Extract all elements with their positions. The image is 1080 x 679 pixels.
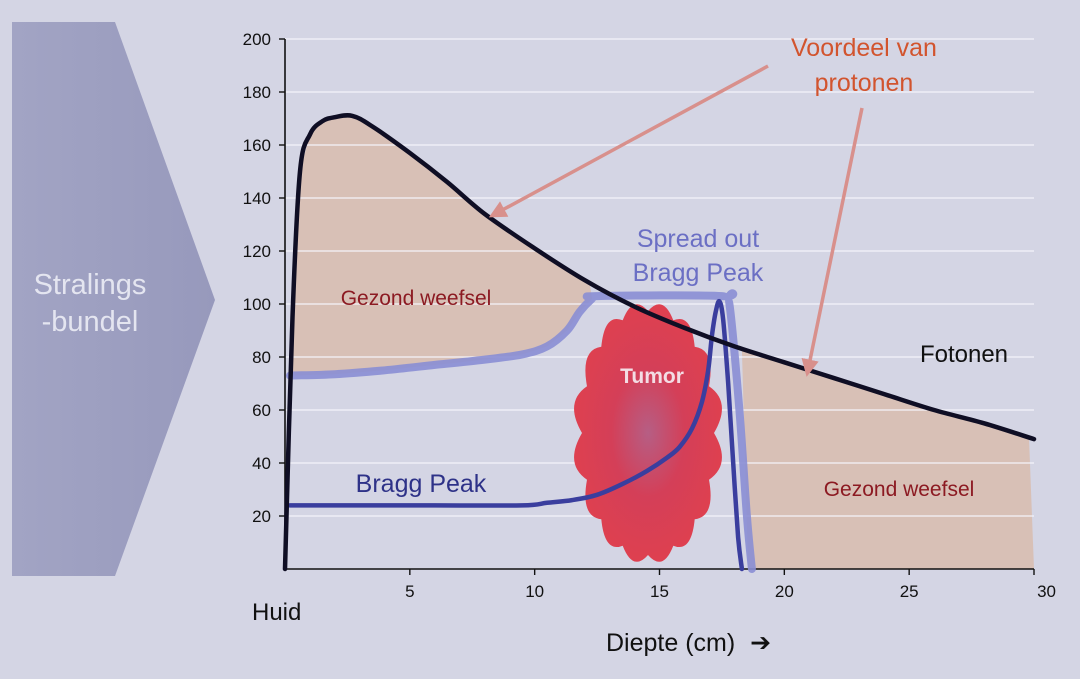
beam-shape <box>12 22 215 576</box>
x-tick-label: 30 <box>1037 582 1056 601</box>
healthy-tissue-label-right: Gezond weefsel <box>824 478 975 501</box>
series-layer <box>282 113 1037 573</box>
advantage-arrow-right <box>801 107 864 377</box>
x-tick-label: 5 <box>405 582 414 601</box>
tumor-label: Tumor <box>620 365 684 388</box>
y-tick-label: 200 <box>243 30 271 49</box>
y-tick-label: 20 <box>252 507 271 526</box>
y-tick-label: 100 <box>243 295 271 314</box>
series-line-fotonen <box>282 113 1037 572</box>
advantage-arrow-left <box>488 64 769 218</box>
y-tick-label: 120 <box>243 242 271 261</box>
series-line-spread-out-bragg-peak <box>286 289 756 573</box>
bragg-peak-label: Bragg Peak <box>356 470 487 498</box>
y-tick-label: 160 <box>243 136 271 155</box>
healthy-tissue-shade-left <box>290 116 593 402</box>
x-axis-title: Diepte (cm) ➔ <box>606 628 771 657</box>
y-tick-label: 140 <box>243 189 271 208</box>
beam-label-line1: Stralings <box>34 269 147 301</box>
x-axis-arrow-icon: ➔ <box>750 628 771 657</box>
y-tick-label: 80 <box>252 348 271 367</box>
sobp-label-line1: Spread out <box>637 225 759 253</box>
beam-label-line2: -bundel <box>42 306 139 338</box>
y-tick-label: 60 <box>252 401 271 420</box>
sobp-label-line2: Bragg Peak <box>633 259 764 287</box>
series-line-bragg-peak <box>287 298 745 572</box>
y-tick-label: 180 <box>243 83 271 102</box>
x-tick-label: 20 <box>775 582 794 601</box>
x-tick-label: 15 <box>650 582 669 601</box>
origin-label: Huid <box>252 599 301 626</box>
advantage-label-line1: Voordeel van <box>791 34 937 62</box>
tumor-shape <box>574 304 722 562</box>
healthy-tissue-label-left: Gezond weefsel <box>341 287 492 310</box>
x-axis-title-text: Diepte (cm) <box>606 629 735 657</box>
advantage-label-line2: protonen <box>815 69 914 97</box>
x-tick-label: 25 <box>900 582 919 601</box>
healthy-tissue-shade-right <box>741 348 1034 569</box>
photons-label: Fotonen <box>920 341 1008 368</box>
y-axis-ticks: 20 40 60 80 100 120 140 160 180 200 <box>243 30 285 526</box>
x-tick-label: 10 <box>525 582 544 601</box>
x-axis-ticks: 5 10 15 20 25 30 <box>405 569 1056 601</box>
y-tick-label: 40 <box>252 454 271 473</box>
